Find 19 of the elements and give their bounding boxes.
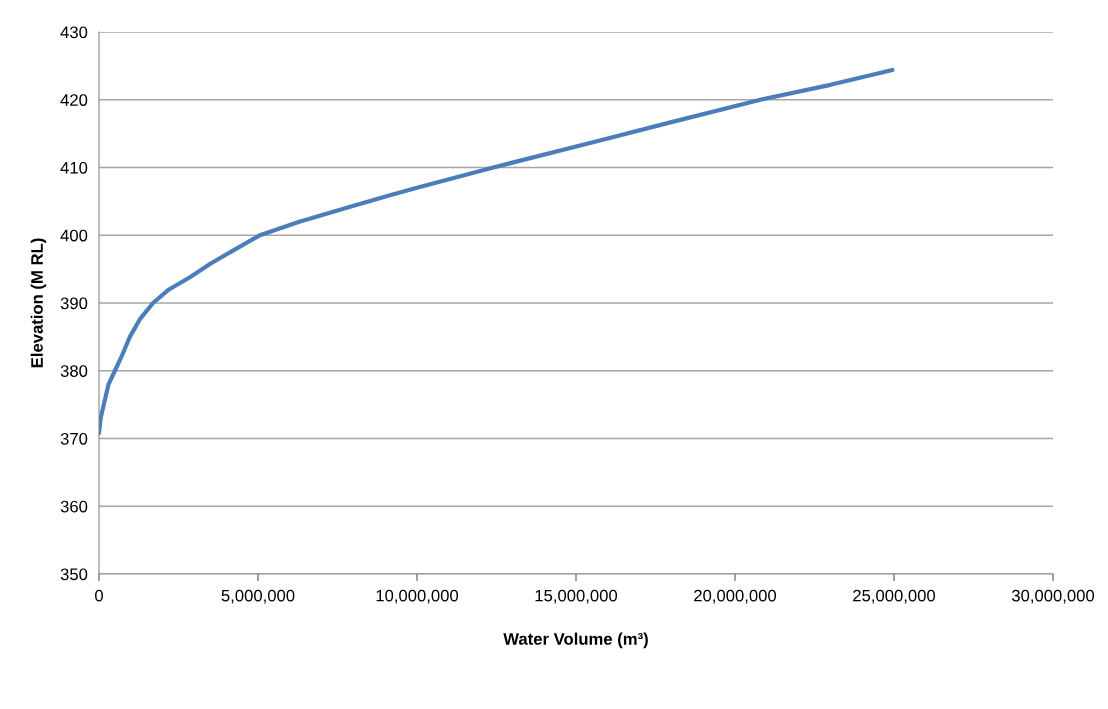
x-tick-label: 0: [95, 589, 103, 602]
x-tick-label: 20,000,000: [694, 589, 777, 604]
x-tick-label: 15,000,000: [535, 589, 618, 604]
y-tick-label: 400: [60, 229, 88, 242]
y-axis-title: Elevation (M RL): [30, 238, 47, 368]
y-tick-label: 410: [60, 161, 88, 174]
x-tick-label: 5,000,000: [221, 589, 295, 604]
x-axis-title: Water Volume (m³): [503, 632, 648, 649]
y-tick-label: 350: [60, 568, 88, 581]
x-tick-label: 30,000,000: [1011, 589, 1095, 604]
y-tick-label: 390: [60, 297, 88, 310]
y-tick-label: 420: [60, 94, 88, 106]
line-series: [99, 67, 895, 436]
y-tick-label: 360: [60, 500, 88, 513]
y-tick-label: 380: [60, 365, 88, 377]
x-tick-label: 10,000,000: [376, 589, 459, 604]
y-tick-label: 370: [60, 432, 88, 445]
y-tick-label: 430: [60, 26, 88, 39]
x-tick-label: 25,000,000: [853, 589, 936, 604]
